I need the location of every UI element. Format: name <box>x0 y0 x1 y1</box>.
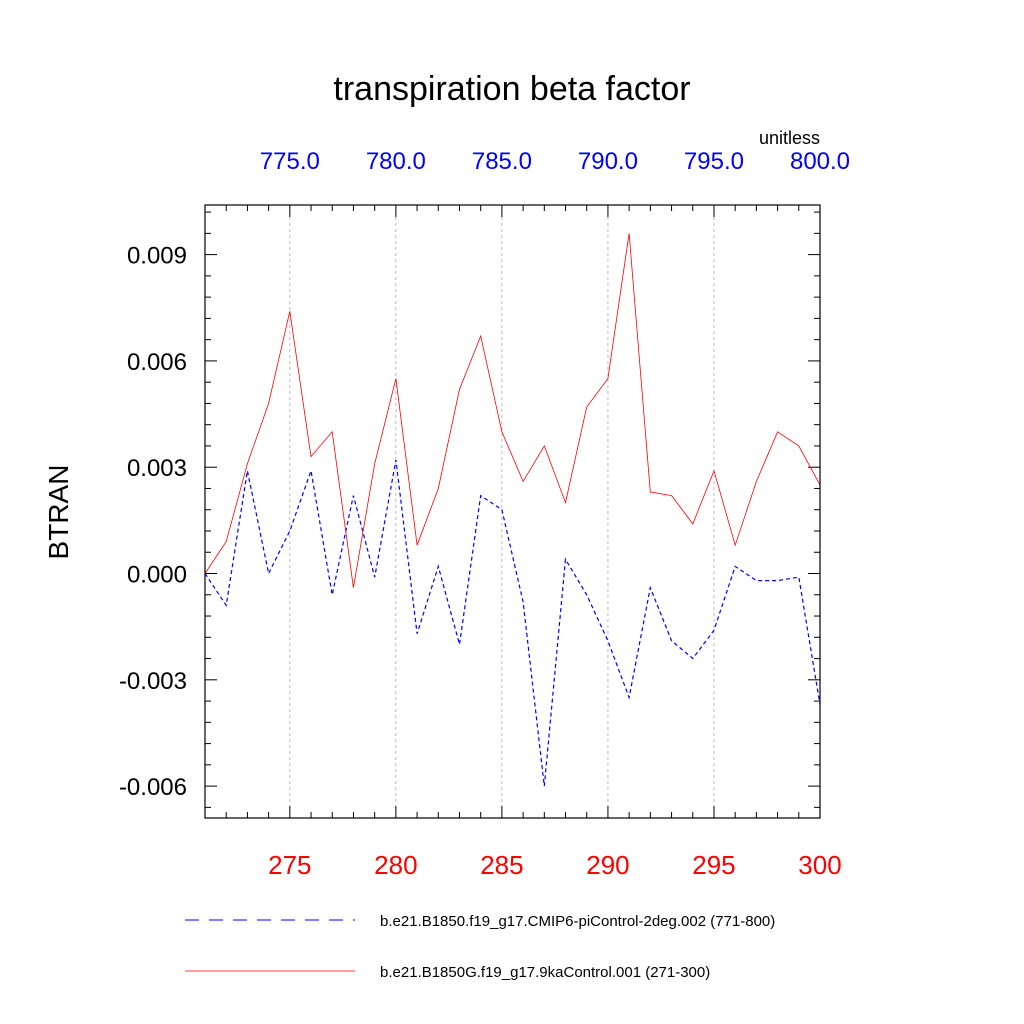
x-top-tick-label: 775.0 <box>260 148 320 175</box>
series-line-red-solid <box>204 233 821 588</box>
x-bottom-tick-label: 295 <box>692 850 735 880</box>
x-top-tick-label: 800.0 <box>790 148 850 175</box>
y-tick-label: 0.000 <box>127 562 187 589</box>
legend-label-red: b.e21.B1850G.f19_g17.9kaControl.001 (271… <box>380 964 710 981</box>
x-bottom-tick-label: 290 <box>586 850 629 880</box>
units-label: unitless <box>759 128 820 148</box>
x-top-tick-label: 785.0 <box>472 148 532 175</box>
y-tick-label: -0.006 <box>119 774 187 801</box>
y-tick-label: 0.006 <box>127 349 187 376</box>
x-top-tick-label: 780.0 <box>366 148 426 175</box>
y-tick-label: 0.009 <box>127 243 187 270</box>
x-bottom-tick-label: 280 <box>374 850 417 880</box>
legend-label-blue: b.e21.B1850.f19_g17.CMIP6-piControl-2deg… <box>380 913 775 930</box>
plot-frame <box>204 204 821 819</box>
y-tick-label: -0.003 <box>119 668 187 695</box>
x-bottom-tick-label: 285 <box>480 850 523 880</box>
tick-marks <box>204 205 821 818</box>
series-line-blue-dashed <box>204 459 821 787</box>
x-top-tick-label: 790.0 <box>578 148 638 175</box>
tick-labels: -0.006 -0.003 0.000 0.003 0.006 0.009 275 280 28… <box>119 148 850 880</box>
series-lines <box>204 233 821 787</box>
x-bottom-tick-label: 300 <box>798 850 841 880</box>
x-bottom-tick-label: 275 <box>268 850 311 880</box>
y-axis-label: BTRAN <box>43 465 74 560</box>
chart-title: transpiration beta factor <box>333 70 690 108</box>
legend: b.e21.B1850.f19_g17.CMIP6-piControl-2deg… <box>185 913 775 981</box>
x-top-tick-label: 795.0 <box>684 148 744 175</box>
y-tick-label: 0.003 <box>127 455 187 482</box>
